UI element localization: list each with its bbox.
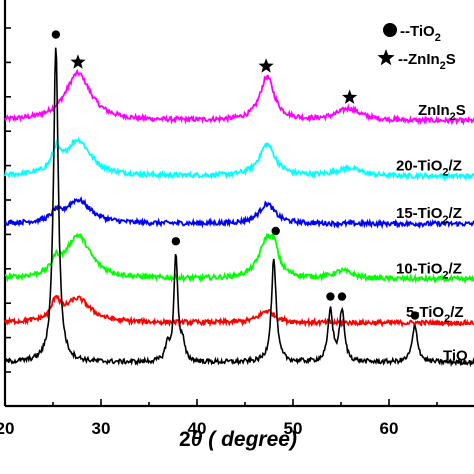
x-tick-label-0: 20 — [0, 419, 14, 438]
x-axis-title: 2θ ( degree) — [179, 428, 297, 451]
tio2-peak-marker — [337, 292, 347, 301]
znin2s4-peak-marker — [342, 89, 358, 104]
x-axis-ticks: 20 30 40 50 60 — [0, 399, 438, 438]
series-label-2: 15-TiO2/Z — [396, 205, 462, 226]
y-axis-ticks — [5, 27, 11, 373]
x-tick-label-1: 30 — [92, 419, 111, 438]
series-layer — [4, 47, 474, 368]
znin2s4-peak-marker — [258, 58, 274, 73]
series-label-3: 10-TiO2/Z — [396, 260, 462, 281]
series-label-layer: ZnIn2S 20-TiO2/Z 15-TiO2/Z 10-TiO2/Z 5-TiO2/… — [396, 102, 468, 365]
tio2-peak-marker — [171, 237, 181, 246]
znin2s4-peak-marker — [70, 54, 86, 69]
legend-circle-icon — [383, 23, 397, 37]
series-line-2 — [4, 195, 474, 230]
marker-layer — [51, 30, 420, 320]
x-tick-label-2: 40 — [188, 419, 207, 438]
series-line-1 — [4, 136, 474, 182]
series-line-3 — [4, 232, 474, 285]
tio2-peak-marker — [410, 311, 420, 320]
series-label-1: 20-TiO2/Z — [396, 157, 462, 178]
legend-label-0: --TiO2 — [400, 23, 441, 44]
series-line-0 — [4, 68, 474, 126]
series-label-4: 5-TiO2/Z — [406, 304, 464, 325]
series-line-4 — [4, 294, 474, 328]
tio2-peak-marker — [271, 226, 280, 236]
x-tick-label-4: 60 — [380, 419, 399, 438]
series-label-0: ZnIn2S — [418, 102, 466, 123]
legend-star-icon — [377, 49, 395, 66]
tio2-peak-marker — [51, 30, 61, 39]
series-line-5 — [4, 47, 474, 368]
legend: --TiO2 --ZnIn2S — [377, 23, 456, 72]
legend-label-1: --ZnIn2S — [398, 51, 456, 72]
x-tick-label-3: 50 — [284, 419, 303, 438]
series-label-5: TiO — [443, 347, 468, 364]
tio2-peak-marker — [326, 292, 335, 301]
